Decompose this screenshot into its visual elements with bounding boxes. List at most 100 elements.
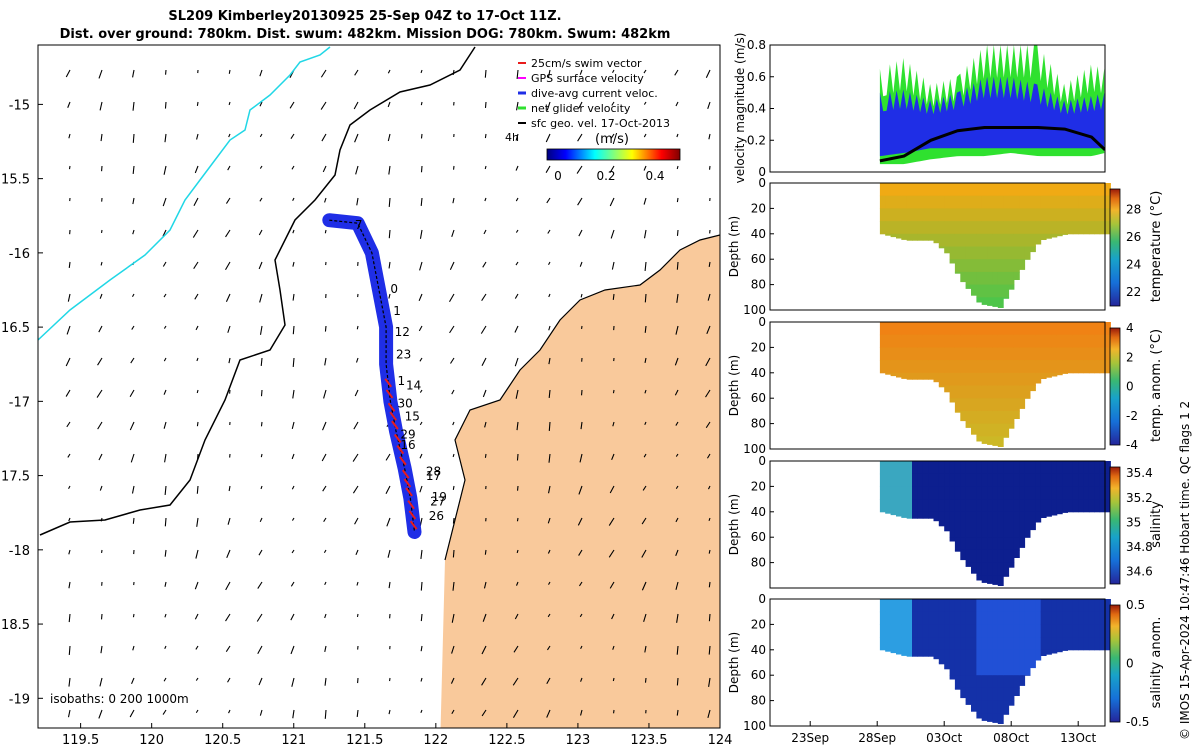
heatmap-cell bbox=[944, 322, 951, 336]
heatmap-cell bbox=[981, 499, 988, 513]
velocity-arrow bbox=[194, 165, 199, 174]
swim-vector bbox=[403, 478, 412, 488]
legend-swim: 25cm/s swim vector bbox=[531, 57, 642, 70]
heatmap-cell bbox=[1056, 624, 1063, 638]
velocity-arrow bbox=[291, 165, 295, 170]
heatmap-cell bbox=[1046, 372, 1052, 378]
heatmap-cell bbox=[1051, 334, 1058, 348]
velocity-arrow bbox=[644, 325, 647, 333]
velocity-arrow bbox=[195, 325, 199, 331]
depth-tick-label: 0 bbox=[758, 592, 766, 606]
velocity-arrow bbox=[546, 101, 551, 111]
velocity-arrow bbox=[164, 517, 167, 527]
heatmap-cell bbox=[1003, 662, 1010, 676]
heatmap-cell bbox=[1094, 195, 1101, 209]
heatmap-cell bbox=[1051, 372, 1058, 377]
velocity-arrow bbox=[641, 549, 647, 558]
heatmap-cell bbox=[965, 461, 972, 475]
heatmap-cell bbox=[1056, 649, 1063, 653]
heatmap-cell bbox=[1003, 461, 1010, 475]
heatmap-cell bbox=[1046, 233, 1052, 239]
heatmap-cell bbox=[976, 511, 983, 525]
velocity-arrow bbox=[388, 293, 391, 299]
heatmap-cell bbox=[960, 246, 967, 260]
heatmap-cell bbox=[938, 662, 945, 665]
heatmap-cell bbox=[1088, 473, 1095, 487]
heatmap-cell bbox=[1024, 208, 1031, 222]
velocity-arrow bbox=[196, 133, 199, 140]
colorbar-tick-label: 22 bbox=[1126, 285, 1141, 299]
velocity-arrow bbox=[163, 421, 167, 429]
heatmap-cell bbox=[1008, 410, 1015, 425]
heatmap-cell bbox=[965, 649, 972, 663]
velocity-arrow bbox=[352, 453, 359, 462]
heatmap-cell bbox=[997, 473, 1004, 487]
heatmap-cell bbox=[933, 637, 940, 651]
heatmap-cell bbox=[1013, 499, 1020, 513]
heatmap-cell bbox=[976, 599, 983, 613]
heatmap-cell bbox=[976, 347, 983, 361]
heatmap-cell bbox=[1024, 322, 1031, 336]
heatmap-cell bbox=[906, 637, 913, 651]
heatmap-cell bbox=[1105, 347, 1111, 361]
heatmap-cell bbox=[922, 347, 929, 361]
heatmap-cell bbox=[912, 208, 918, 222]
heatmap-cell bbox=[960, 461, 967, 475]
heatmap-cell bbox=[1088, 637, 1095, 651]
heatmap-cell bbox=[954, 461, 961, 475]
velocity-arrow bbox=[548, 453, 551, 463]
heatmap-cell bbox=[1003, 611, 1010, 625]
velocity-arrow bbox=[97, 357, 103, 366]
heatmap-cell bbox=[922, 233, 929, 241]
heatmap-cell bbox=[949, 183, 956, 197]
heatmap-cell bbox=[949, 662, 956, 676]
velocity-arrow bbox=[388, 261, 391, 269]
velocity-arrow bbox=[68, 645, 71, 655]
velocity-arrow bbox=[387, 549, 391, 558]
heatmap-cell bbox=[992, 297, 999, 307]
heatmap-cell bbox=[938, 599, 945, 613]
velocity-arrow bbox=[195, 677, 199, 681]
heatmap-cell bbox=[1040, 611, 1047, 625]
heatmap-cell bbox=[1062, 221, 1068, 235]
heatmap-cell bbox=[1030, 233, 1036, 247]
velocity-arrow bbox=[132, 229, 135, 235]
heatmap-cell bbox=[1078, 599, 1085, 613]
heatmap-cell bbox=[1008, 195, 1015, 209]
colorbar-unit: (m/s) bbox=[595, 132, 629, 147]
heatmap-cell bbox=[1088, 624, 1095, 638]
velocity-arrow bbox=[578, 549, 583, 556]
velocity-arrow bbox=[131, 325, 135, 330]
velocity-arrow bbox=[546, 645, 551, 651]
heatmap-cell bbox=[954, 662, 961, 676]
heatmap-cell bbox=[1013, 221, 1020, 235]
legend-sfc-geo: sfc geo. vel. 17-Oct-2013 bbox=[531, 117, 670, 130]
velocity-arrow bbox=[132, 133, 135, 143]
heatmap-cell bbox=[1056, 360, 1063, 374]
heatmap-cell bbox=[933, 360, 940, 374]
heatmap-cell bbox=[976, 221, 983, 235]
velocity-arrow bbox=[547, 69, 551, 78]
heatmap-cell bbox=[890, 195, 897, 209]
heatmap-cell bbox=[1067, 599, 1074, 613]
day-label: 17 bbox=[426, 469, 441, 483]
heatmap-cell bbox=[971, 687, 977, 702]
velocity-arrow bbox=[352, 485, 359, 494]
heatmap-cell bbox=[1094, 208, 1101, 222]
heatmap-cell bbox=[890, 360, 897, 374]
velocity-arrow bbox=[354, 69, 359, 76]
heatmap-cell bbox=[1003, 499, 1010, 513]
heatmap-cell bbox=[965, 322, 972, 336]
depth-tick-label: 0 bbox=[758, 176, 766, 190]
heatmap-cell bbox=[885, 372, 892, 375]
heatmap-cell bbox=[997, 372, 1004, 386]
heatmap-cell bbox=[1056, 334, 1063, 348]
heatmap-cell bbox=[1040, 360, 1047, 374]
velocity-arrow bbox=[515, 581, 519, 586]
heatmap-cell bbox=[997, 297, 1004, 308]
colorbar-tick-label: -2 bbox=[1126, 409, 1138, 423]
velocity-arrow bbox=[707, 293, 711, 301]
heatmap-cell bbox=[917, 208, 924, 222]
heatmap-cell bbox=[1099, 461, 1106, 475]
heatmap-cell bbox=[1067, 183, 1074, 197]
